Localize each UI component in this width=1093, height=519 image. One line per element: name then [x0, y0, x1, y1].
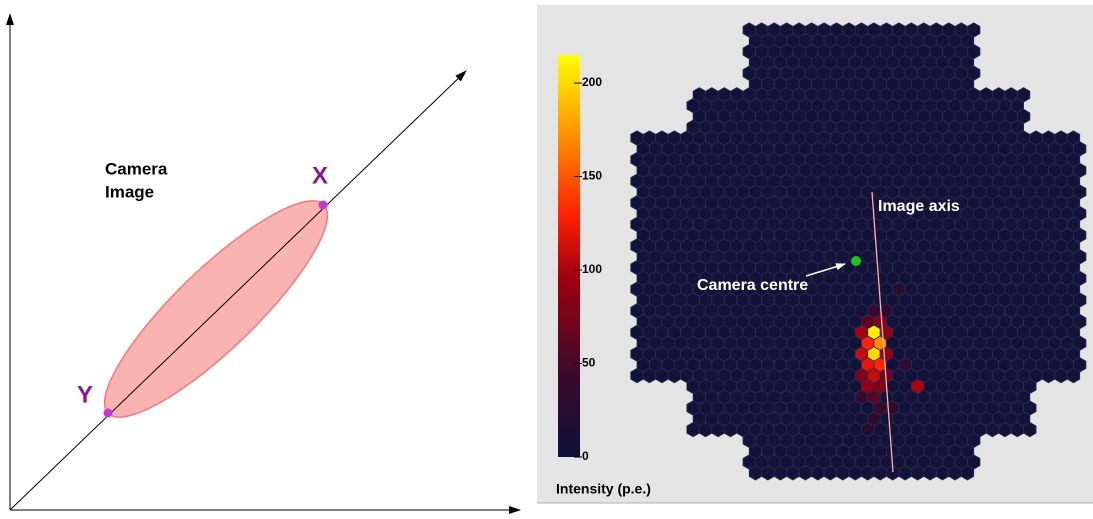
camera-image-label: Image	[105, 182, 154, 201]
camera-pixel	[668, 368, 680, 382]
camera-pixel	[824, 466, 836, 480]
colorbar-tick-label: 150	[582, 169, 602, 183]
colorbar-label: Intensity (p.e.)	[556, 481, 651, 497]
camera-pixel	[911, 379, 923, 393]
camera-pixel	[774, 466, 786, 480]
figure: Camera Image X Y Intensity (p.e.) 0 50 100…	[0, 0, 1093, 514]
camera-pixel	[899, 466, 911, 480]
colorbar-tick-label: 100	[582, 262, 602, 276]
camera-centre-marker	[851, 256, 861, 266]
camera-pixel	[911, 466, 923, 480]
camera-pixel	[949, 466, 961, 480]
camera-pixel	[749, 466, 761, 480]
camera-panel: Intensity (p.e.) 0 50 100 150 200 Image axis C…	[537, 5, 1093, 503]
image-axis-label: Image axis	[878, 198, 960, 215]
camera-pixel	[861, 466, 873, 480]
camera-pixel	[1055, 368, 1067, 382]
camera-pixel	[986, 422, 998, 436]
camera-centre-label: Camera centre	[697, 277, 808, 294]
image-ellipse	[80, 176, 351, 442]
camera-pixel	[861, 422, 873, 436]
camera-pixel	[1067, 368, 1079, 382]
camera-pixel	[643, 368, 655, 382]
colorbar-tick-label: 200	[582, 75, 602, 89]
camera-pixel	[699, 422, 711, 436]
camera-pixel	[837, 466, 849, 480]
camera-pixel	[787, 466, 799, 480]
diagram: Camera Image X Y	[10, 14, 520, 510]
camera-pixel	[724, 422, 736, 436]
camera-pixel	[961, 466, 973, 480]
camera-pixel	[936, 466, 948, 480]
camera-pixel	[631, 368, 643, 382]
camera-pixel	[812, 466, 824, 480]
point-y-label: Y	[77, 381, 93, 408]
point-x-marker	[319, 201, 328, 210]
camera-pixel	[687, 422, 699, 436]
colorbar-tick-label: 50	[582, 356, 596, 370]
colorbar-tick-label: 0	[582, 449, 589, 463]
camera-pixel	[999, 422, 1011, 436]
camera-pixel	[1024, 422, 1036, 436]
point-y-marker	[104, 409, 113, 418]
camera-pixel	[762, 466, 774, 480]
camera-image-label: Camera	[105, 159, 168, 178]
point-x-label: X	[312, 162, 328, 189]
camera-pixel	[924, 466, 936, 480]
camera-pixel	[849, 466, 861, 480]
camera-pixel	[899, 358, 911, 372]
camera-pixel	[1042, 368, 1054, 382]
image-axis-line	[10, 71, 466, 510]
colorbar	[558, 55, 580, 457]
camera-pixel	[712, 422, 724, 436]
camera-pixel	[656, 368, 668, 382]
camera-pixel	[855, 390, 867, 404]
camera-pixel	[799, 466, 811, 480]
camera-pixel	[893, 282, 905, 296]
camera-pixel	[874, 466, 886, 480]
camera-pixel	[1011, 422, 1023, 436]
